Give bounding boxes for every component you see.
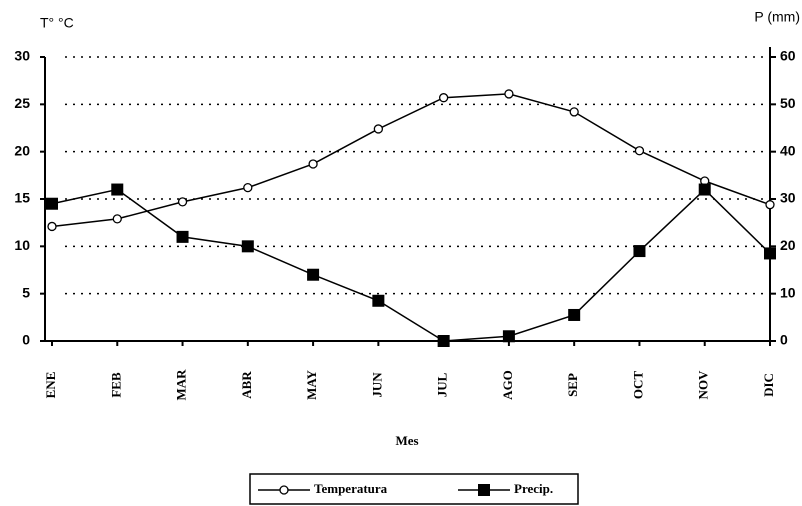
- data-point: [568, 308, 581, 321]
- x-tick-label: NOV: [696, 370, 711, 400]
- x-tick-label: DIC: [761, 373, 776, 397]
- legend-label: Precip.: [514, 481, 553, 496]
- series-line: [51, 188, 771, 342]
- y-tick-label: 20: [14, 142, 30, 158]
- y2-tick-label: 50: [780, 95, 796, 111]
- x-tick-label: JUN: [369, 372, 384, 398]
- x-tick-label: JUL: [435, 372, 450, 397]
- data-point: [569, 107, 579, 117]
- data-point: [111, 183, 124, 196]
- y2-tick-label: 30: [780, 190, 796, 206]
- data-point: [373, 124, 384, 134]
- y-axis-title: T° °C: [40, 15, 74, 31]
- y-tick-label: 10: [14, 237, 30, 253]
- data-point: [698, 183, 711, 196]
- data-point: [633, 245, 646, 258]
- legend-box: [249, 473, 579, 505]
- x-tick-label: AGO: [500, 370, 515, 400]
- y2-tick-label: 20: [780, 237, 796, 253]
- data-point: [502, 330, 515, 343]
- y-tick-label: 5: [22, 284, 30, 300]
- data-point: [46, 197, 58, 210]
- x-axis-title: Mes: [395, 433, 418, 448]
- x-tick-label: MAY: [304, 369, 319, 399]
- y2-tick-label: 10: [780, 284, 796, 300]
- legend-marker: [279, 485, 289, 495]
- y2-tick-label: 60: [780, 48, 796, 64]
- y2-tick-label: 0: [780, 332, 788, 348]
- data-point: [241, 240, 254, 253]
- y2-axis-title: P (mm): [754, 9, 800, 25]
- data-point: [438, 93, 449, 103]
- legend-marker: [478, 484, 490, 496]
- y-tick-label: 25: [14, 95, 30, 111]
- data-point: [437, 335, 450, 347]
- x-tick-label: MAR: [174, 369, 189, 401]
- data-point: [243, 182, 253, 193]
- data-point: [504, 89, 514, 99]
- data-point: [308, 159, 318, 169]
- data-point: [634, 146, 645, 156]
- y2-tick-label: 40: [780, 142, 796, 158]
- data-point: [372, 294, 385, 307]
- data-point: [307, 268, 320, 281]
- x-tick-label: FEB: [108, 372, 123, 398]
- legend-label: Temperatura: [314, 481, 388, 496]
- data-point: [112, 214, 122, 224]
- data-point: [765, 200, 775, 210]
- data-point: [764, 247, 776, 260]
- y-tick-label: 0: [22, 332, 30, 348]
- y-tick-label: 15: [14, 190, 30, 206]
- series-line: [51, 93, 771, 228]
- x-tick-label: ENE: [43, 372, 58, 399]
- data-point: [176, 230, 189, 243]
- data-point: [47, 221, 57, 232]
- x-tick-label: ABR: [239, 371, 254, 399]
- data-point: [177, 197, 188, 207]
- x-tick-label: SEP: [565, 373, 580, 397]
- x-tick-label: OCT: [630, 371, 645, 400]
- y-tick-label: 30: [14, 48, 30, 64]
